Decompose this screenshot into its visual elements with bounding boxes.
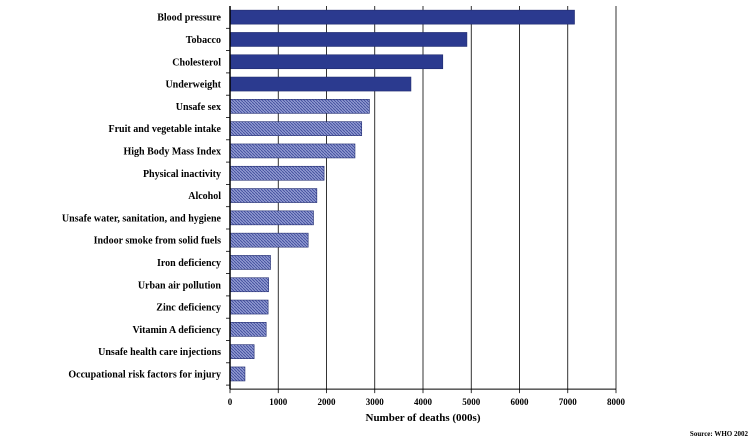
bar [229, 99, 370, 114]
category-label: Tobacco [186, 35, 221, 46]
category-label: Unsafe sex [176, 102, 221, 113]
x-tick-label: 7000 [559, 397, 578, 407]
x-tick-label: 8000 [607, 397, 626, 407]
grid-lines [277, 6, 617, 390]
x-axis-title: Number of deaths (000s) [366, 412, 481, 424]
bar [229, 255, 271, 270]
category-label: High Body Mass Index [123, 146, 221, 157]
category-label: Alcohol [188, 191, 221, 202]
category-labels: Blood pressure Tobacco Cholesterol Underwei… [62, 13, 230, 386]
category-label: Vitamin A deficiency [132, 325, 221, 336]
x-tick-label: 2000 [318, 397, 337, 407]
category-label: Physical inactivity [143, 169, 221, 180]
category-label: Urban air pollution [138, 280, 222, 291]
x-tick-label: 4000 [414, 397, 433, 407]
x-tick-label: 5000 [462, 397, 481, 407]
bar [229, 299, 269, 315]
category-label: Blood pressure [157, 13, 221, 24]
bar [229, 165, 325, 181]
x-tick-label: 6000 [511, 397, 530, 407]
x-tick-label: 0 [228, 397, 233, 407]
category-label: Unsafe water, sanitation, and hygiene [62, 213, 222, 224]
category-label: Zinc deficiency [156, 303, 221, 314]
bar [229, 322, 267, 337]
source-note: Source: WHO 2002 [690, 430, 749, 438]
bar [229, 210, 314, 226]
x-tick-label: 1000 [269, 397, 288, 407]
bar [229, 366, 246, 382]
category-label: Occupational risk factors for injury [68, 369, 221, 380]
category-label: Underweight [165, 80, 221, 91]
bar [229, 54, 444, 70]
bar [229, 121, 363, 136]
category-label: Unsafe health care injections [98, 347, 221, 358]
bar [229, 9, 575, 25]
bar [229, 188, 318, 203]
bars [229, 9, 575, 382]
bar [229, 277, 269, 293]
bar [229, 32, 468, 47]
category-label: Cholesterol [172, 57, 221, 68]
category-label: Fruit and vegetable intake [109, 124, 222, 135]
category-label: Iron deficiency [157, 258, 221, 269]
bar [229, 344, 255, 359]
x-tick-labels: 0 1000 2000 3000 4000 5000 6000 7000 8000 [228, 389, 626, 407]
bar [229, 76, 412, 92]
x-tick-label: 3000 [366, 397, 385, 407]
category-label: Indoor smoke from solid fuels [94, 236, 222, 247]
bar [229, 232, 309, 248]
bar [229, 143, 356, 159]
